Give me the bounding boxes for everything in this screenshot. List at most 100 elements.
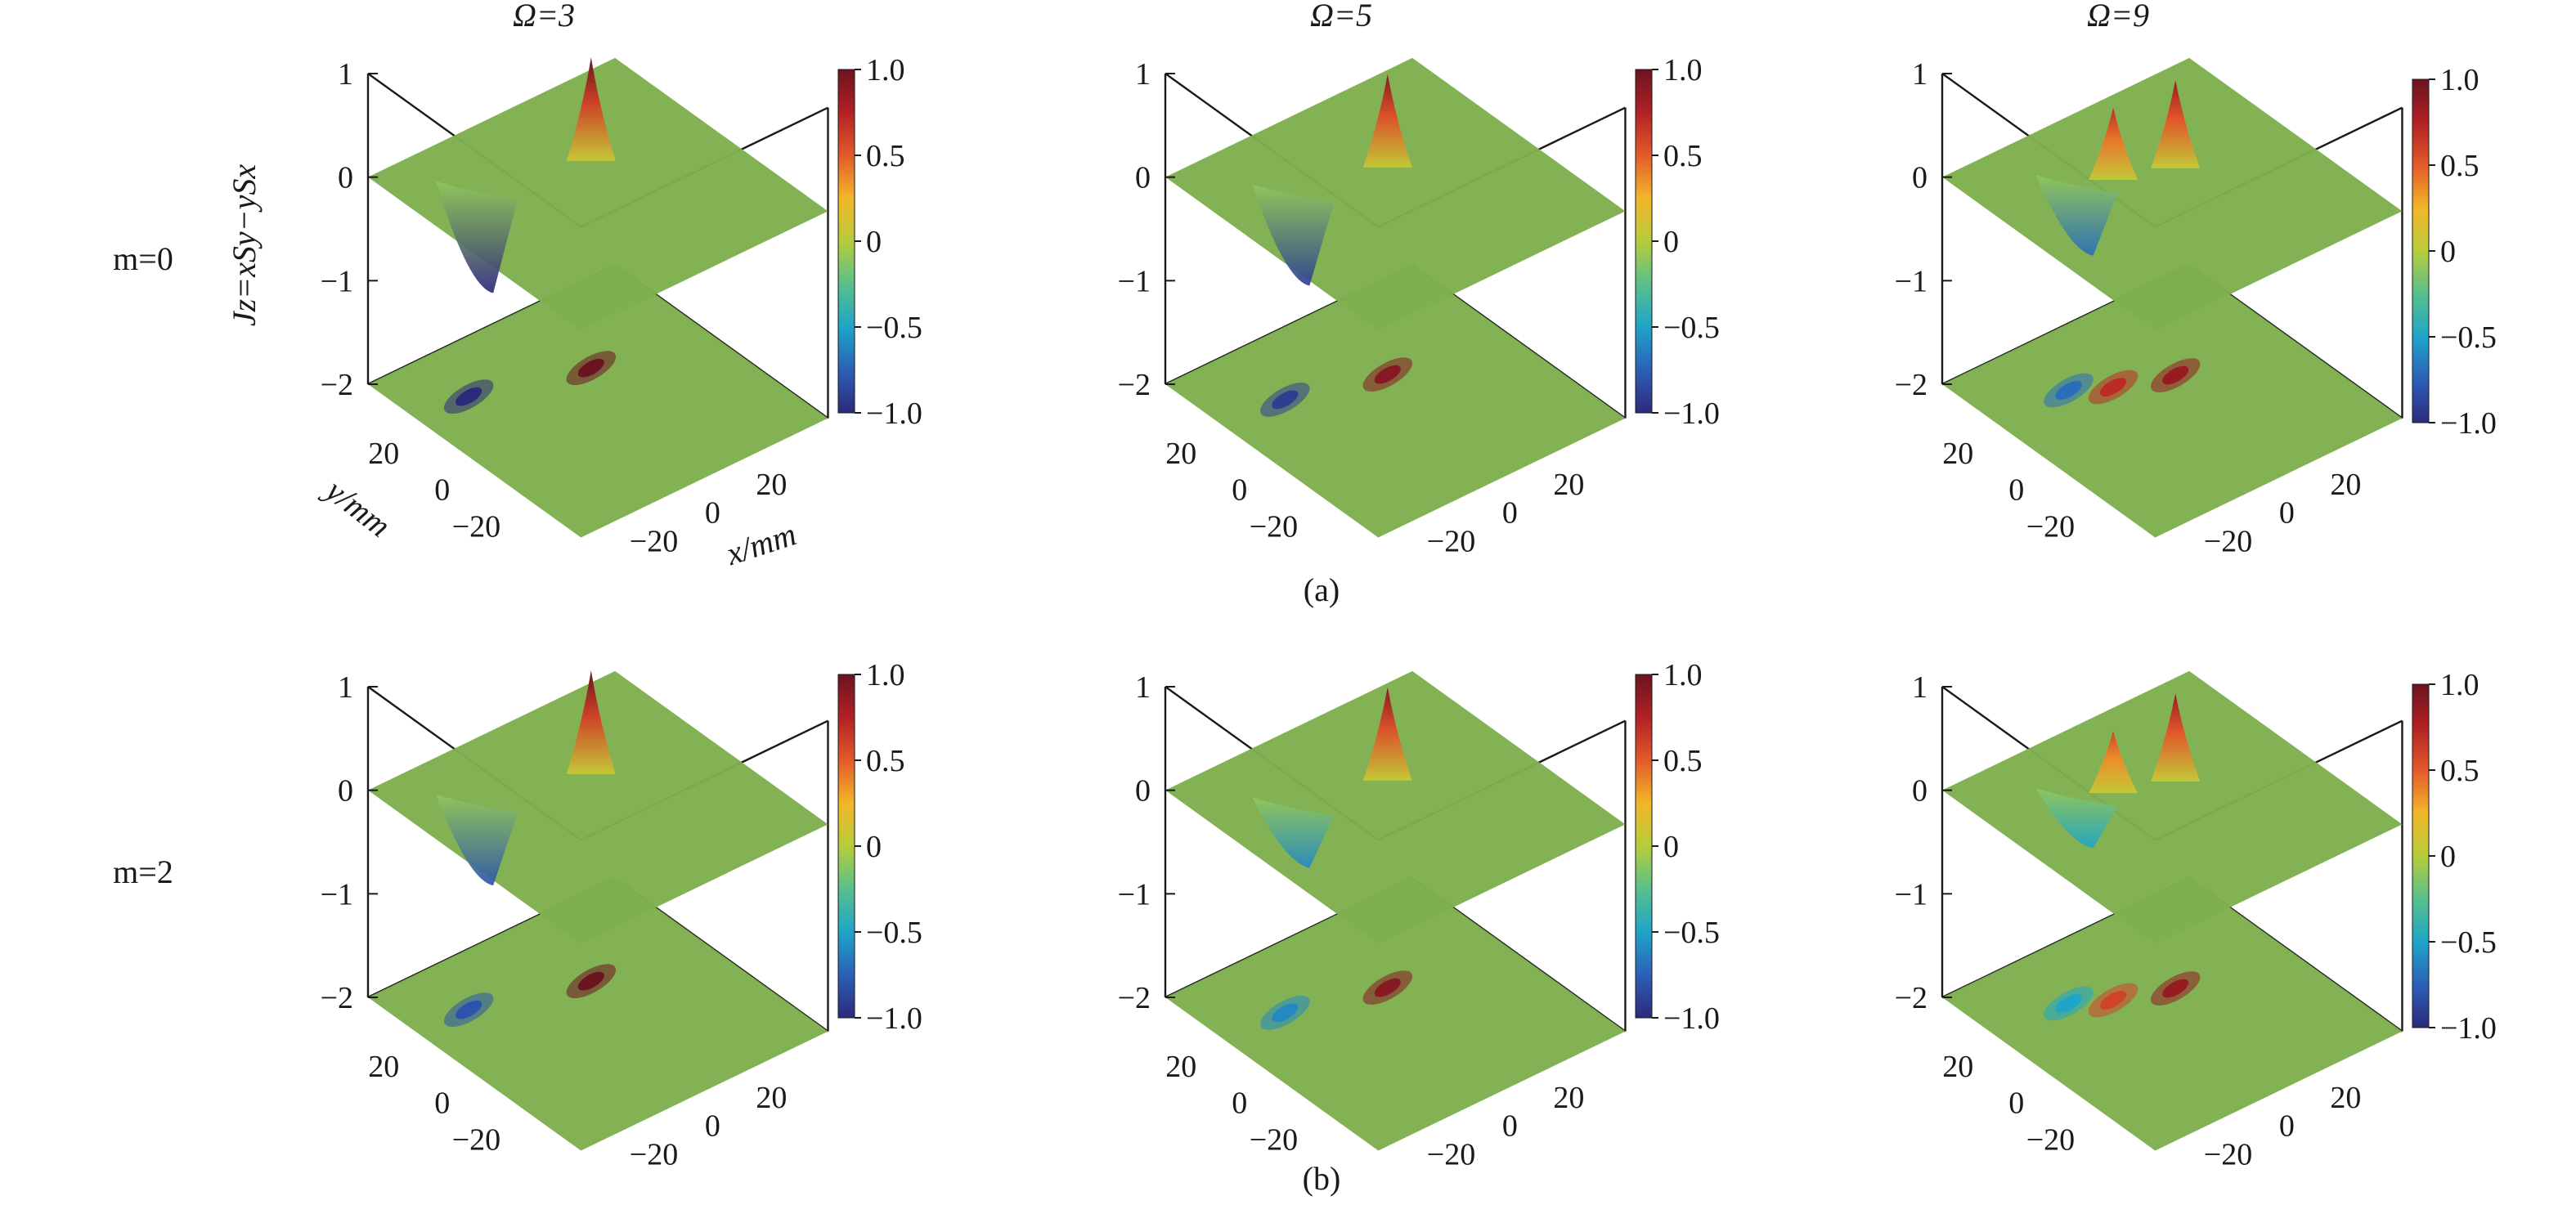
surface-plane <box>368 57 828 331</box>
y-axis-label: y/mm <box>316 469 397 544</box>
z-tick-label: −1 <box>1895 877 1928 912</box>
z-tick-label: 0 <box>338 774 353 809</box>
x-tick-label: 0 <box>2279 1109 2295 1144</box>
colorbar-tick-label: −0.5 <box>2440 320 2497 355</box>
projection-plane <box>368 265 828 538</box>
x-axis-label: x/mm <box>721 515 801 572</box>
y-tick-label: 20 <box>1942 437 1973 471</box>
colorbar-tick-label: 1.0 <box>1663 658 1703 692</box>
row-label-1: m=0 <box>113 240 173 277</box>
y-tick-label: 0 <box>1232 1086 1247 1121</box>
colorbar-tick-label: −1.0 <box>2440 1011 2497 1046</box>
z-tick-label: 0 <box>1912 774 1928 809</box>
surface-plane <box>368 670 828 944</box>
colorbar-tick-label: 0.5 <box>1663 744 1703 778</box>
projection-core <box>1272 1003 1299 1023</box>
projection-core <box>1272 390 1299 410</box>
x-tick-label: 20 <box>2330 1081 2361 1115</box>
colorbar-tick-label: −0.5 <box>1663 916 1720 950</box>
y-tick-label: 0 <box>2008 473 2024 508</box>
x-tick-label: −20 <box>2204 524 2252 558</box>
surface-trough <box>2035 175 2118 256</box>
x-tick-label: 0 <box>1502 1109 1518 1144</box>
surface-trough <box>2035 788 2118 849</box>
column-header-2: Ω=5 <box>1310 0 1372 34</box>
z-tick-label: −1 <box>1118 877 1151 912</box>
z-tick-label: 1 <box>1135 57 1151 92</box>
y-tick-label: −20 <box>1250 509 1298 544</box>
z-tick-label: 1 <box>1912 670 1928 705</box>
colorbar-tick-label: 0 <box>866 225 882 259</box>
z-axis-label: Jz=xSy−ySx <box>226 164 263 327</box>
projection-core <box>1374 365 1401 384</box>
x-tick-label: 20 <box>756 1081 787 1115</box>
x-tick-label: 20 <box>756 468 787 502</box>
z-tick-label: −2 <box>1895 981 1928 1015</box>
z-tick-label: −2 <box>321 368 353 402</box>
y-tick-label: 0 <box>2008 1086 2024 1121</box>
colorbar-tick-label: 1.0 <box>2440 668 2480 702</box>
surface-plane <box>1165 670 1626 944</box>
y-tick-label: −20 <box>452 509 500 544</box>
y-tick-label: 0 <box>1232 473 1247 508</box>
x-tick-label: 20 <box>1553 468 1584 502</box>
projection-plane <box>1165 878 1626 1151</box>
colorbar-tick-label: 1.0 <box>866 658 905 692</box>
x-tick-label: −20 <box>630 1137 678 1171</box>
surface-peak <box>566 57 616 161</box>
z-tick-label: −1 <box>1895 264 1928 298</box>
colorbar-tick-label: 0.5 <box>866 139 905 173</box>
surface-peak <box>1362 687 1412 781</box>
projection-core <box>2055 994 2082 1013</box>
colorbar-tick-label: 0 <box>2440 840 2456 874</box>
projection-core <box>2099 378 2127 396</box>
y-tick-label: −20 <box>2026 509 2075 544</box>
colorbar-tick-label: 1.0 <box>1663 53 1703 87</box>
projection-core <box>2055 381 2082 400</box>
z-tick-label: −2 <box>321 981 353 1015</box>
y-tick-label: 20 <box>1942 1050 1973 1084</box>
z-tick-label: 1 <box>1135 670 1151 705</box>
colorbar-tick-label: 1.0 <box>866 53 905 87</box>
x-tick-label: −20 <box>1427 524 1475 558</box>
colorbar-tick-label: 0.5 <box>866 744 905 778</box>
projection-core <box>2162 979 2189 998</box>
y-tick-label: 0 <box>434 473 450 508</box>
surface-plane <box>1942 57 2403 331</box>
projection-core <box>2099 991 2127 1010</box>
colorbar-tick-label: −0.5 <box>866 916 922 950</box>
surface-trough <box>436 794 518 886</box>
colorbar <box>2412 683 2430 1028</box>
colorbar-tick-label: 0.5 <box>1663 139 1703 173</box>
z-tick-label: −1 <box>1118 264 1151 298</box>
colorbar <box>837 69 855 414</box>
surface-peak <box>2151 693 2201 782</box>
colorbar-tick-label: −0.5 <box>866 311 922 345</box>
colorbar <box>837 674 855 1019</box>
projection-core <box>2162 365 2189 385</box>
z-tick-label: −1 <box>321 877 353 912</box>
z-tick-label: 0 <box>1912 161 1928 195</box>
projection-core <box>1374 978 1401 997</box>
y-tick-label: 20 <box>368 437 399 471</box>
z-tick-label: −2 <box>1118 368 1151 402</box>
x-tick-label: 0 <box>705 1109 720 1144</box>
projection-core <box>456 387 482 406</box>
x-tick-label: 0 <box>705 496 720 531</box>
surface-trough <box>1252 184 1335 286</box>
surface-plane <box>1942 670 2403 944</box>
column-header-1: Ω=3 <box>513 0 575 34</box>
y-tick-label: 0 <box>434 1086 450 1121</box>
x-tick-label: −20 <box>1427 1137 1475 1171</box>
x-tick-label: 20 <box>2330 468 2361 502</box>
projection-plane <box>368 878 828 1151</box>
surface-peak <box>2089 731 2138 794</box>
y-tick-label: −20 <box>452 1122 500 1157</box>
